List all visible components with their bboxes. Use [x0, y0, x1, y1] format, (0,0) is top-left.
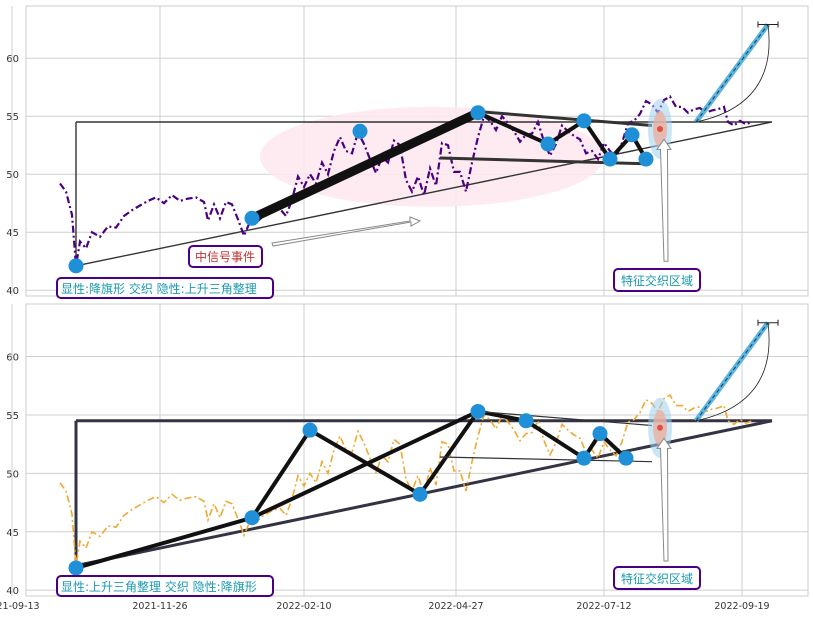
zone-label: 特征交织区域 — [613, 566, 701, 590]
pattern-point — [352, 123, 368, 139]
pattern-leg — [251, 409, 479, 520]
projection-center — [695, 322, 769, 422]
zone-label-text: 特征交织区域 — [621, 273, 693, 288]
pattern-point — [470, 105, 486, 121]
pattern-point — [592, 426, 608, 442]
zone-arrow — [656, 437, 672, 562]
x-tick-label: 2022-02-10 — [276, 601, 331, 612]
y-tick-label: 60 — [6, 353, 19, 364]
signal-arrow — [271, 216, 422, 247]
pattern-point — [624, 127, 640, 143]
pattern-point — [638, 151, 654, 167]
signal-label-box — [188, 245, 263, 268]
pattern-label-text: 显性:上升三角整理 交织 隐性:降旗形 — [61, 579, 257, 594]
zone-label-box — [613, 566, 701, 590]
zone-label-text: 特征交织区域 — [621, 571, 693, 586]
x-tick-label: 2021-11-26 — [132, 601, 187, 612]
x-tick-label: 2022-07-12 — [576, 601, 631, 612]
y-tick-label: 60 — [6, 54, 19, 65]
pattern-point — [412, 486, 428, 502]
pattern-point — [68, 560, 84, 576]
x-tick-label: 2021-09-13 — [0, 601, 40, 612]
signal-label-text: 中信号事件 — [195, 249, 255, 264]
projection-arc — [695, 24, 770, 123]
y-tick-label: 50 — [6, 469, 19, 480]
pattern-point — [576, 450, 592, 466]
signal-label: 中信号事件 — [188, 245, 263, 268]
pattern-point — [518, 413, 534, 429]
pattern-point — [68, 258, 84, 274]
y-tick-label: 40 — [6, 586, 19, 597]
flag-lower-bound — [439, 456, 653, 463]
x-tick-label: 2022-09-19 — [714, 601, 769, 612]
y-tick-label: 55 — [6, 112, 19, 123]
pattern-point — [244, 210, 260, 226]
projection-center — [695, 24, 769, 123]
pattern-label-box — [56, 575, 274, 597]
pattern-point — [576, 113, 592, 129]
pattern-label: 显性:上升三角整理 交织 隐性:降旗形 — [56, 575, 274, 597]
projection-arc — [695, 322, 770, 422]
y-tick-label: 50 — [6, 170, 19, 181]
pattern-point — [302, 422, 318, 438]
pattern-label: 显性:降旗形 交织 隐性:上升三角整理 — [56, 277, 274, 299]
flag-upper-bound — [477, 410, 653, 427]
pattern-flag-pole — [250, 108, 480, 223]
pattern-label-box — [56, 277, 274, 299]
pattern-point — [540, 136, 556, 152]
interaction-zone-center — [657, 125, 663, 132]
interaction-zone-center — [657, 424, 663, 431]
x-tick-label: 2022-04-27 — [428, 601, 483, 612]
price-line — [59, 394, 753, 566]
pattern-point — [602, 151, 618, 167]
zone-label-box — [613, 268, 701, 292]
y-tick-label: 40 — [6, 286, 19, 297]
zone-label: 特征交织区域 — [613, 268, 701, 292]
plot-frame — [25, 303, 809, 597]
y-tick-label: 55 — [6, 411, 19, 422]
zone-arrow — [656, 138, 672, 262]
pattern-point — [470, 403, 486, 419]
y-tick-label: 45 — [6, 528, 19, 539]
pattern-point — [618, 450, 634, 466]
pattern-point — [244, 510, 260, 526]
pattern-label-text: 显性:降旗形 交织 隐性:上升三角整理 — [61, 281, 257, 296]
flag-upper-bound — [477, 110, 653, 127]
y-tick-label: 45 — [6, 228, 19, 239]
